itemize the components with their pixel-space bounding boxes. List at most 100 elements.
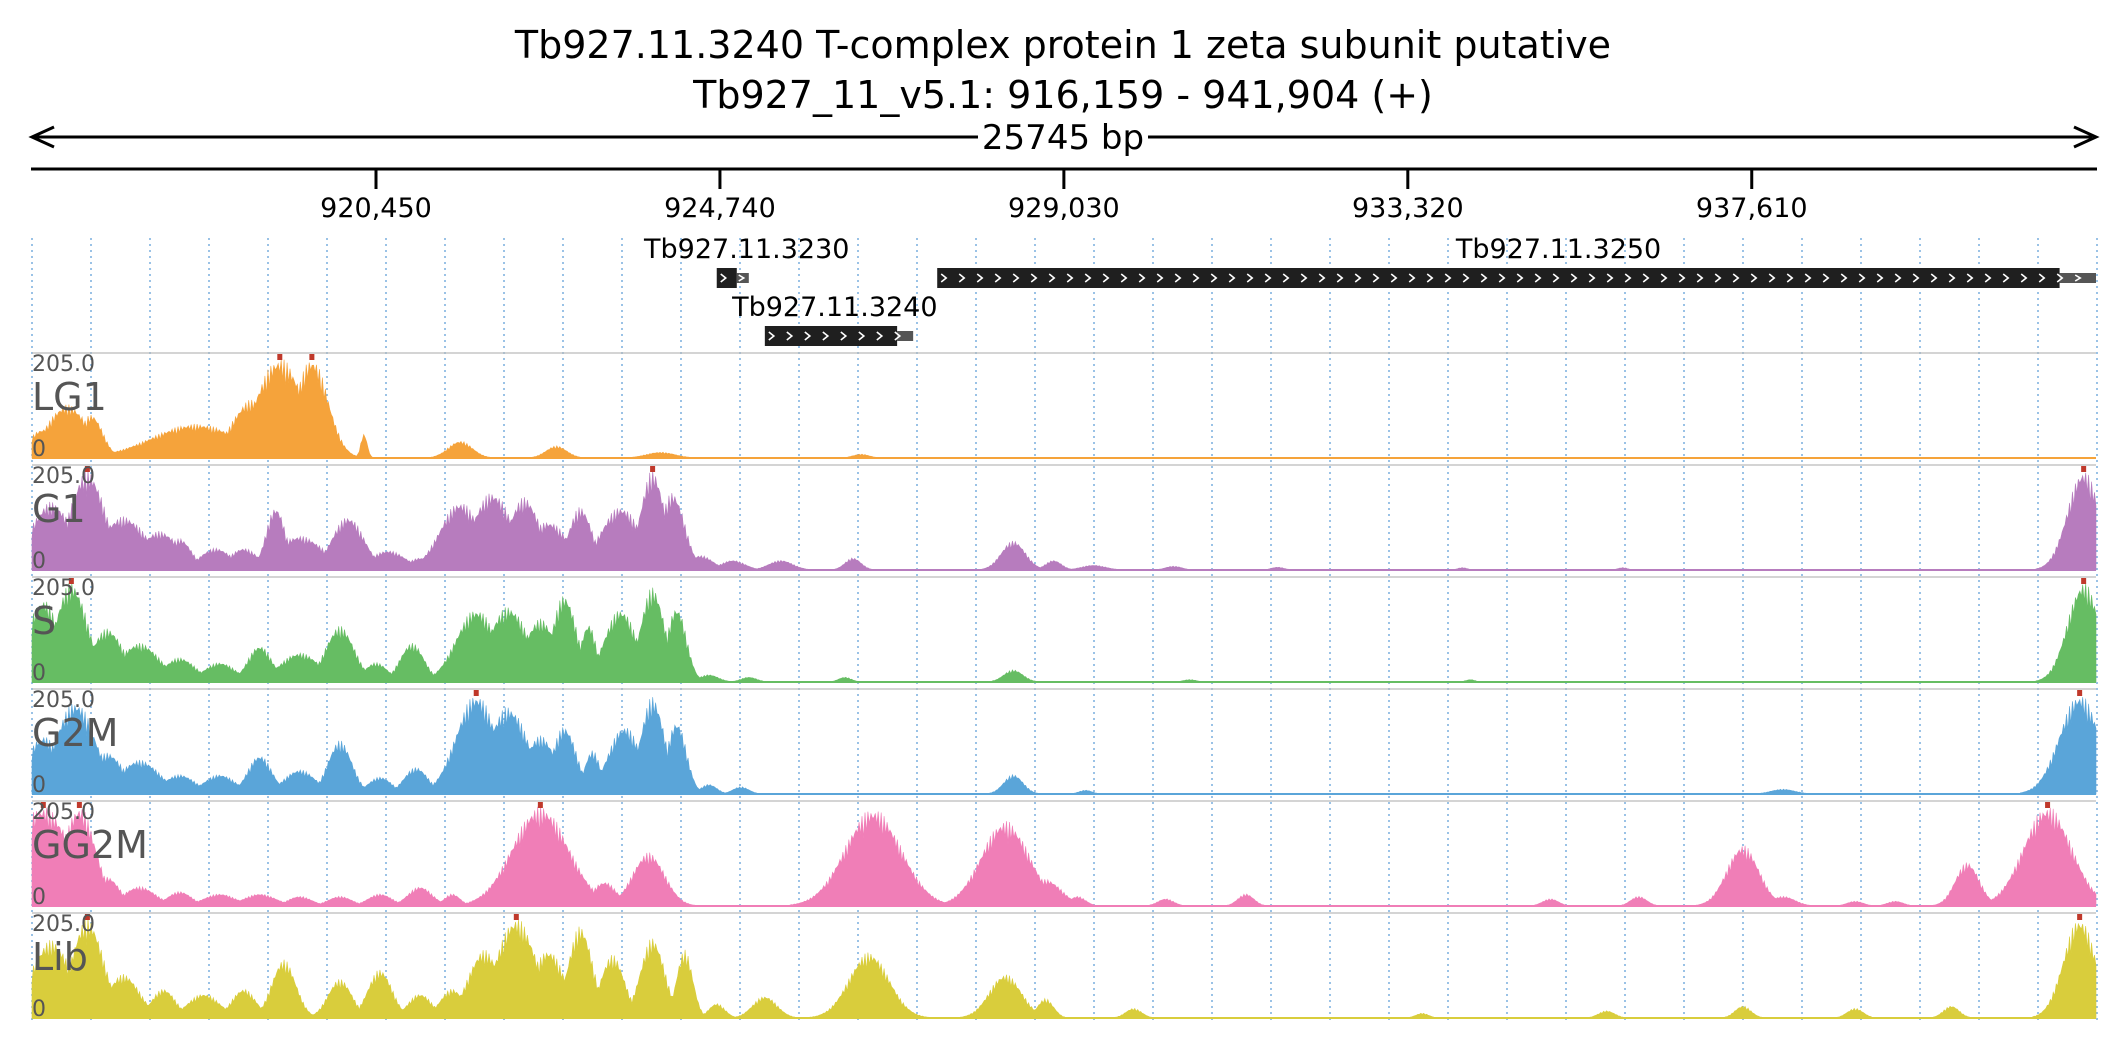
track-min-label: 0 <box>32 437 46 462</box>
strand-chevron <box>1714 273 1722 283</box>
strand-chevron <box>768 331 776 341</box>
clip-marker <box>309 354 315 360</box>
coverage-tracks: 205.00LG1205.00G1205.00S205.00G2M205.00G… <box>31 352 2097 1022</box>
strand-chevron <box>1318 273 1326 283</box>
clip-marker <box>2045 802 2051 808</box>
gene-cds <box>764 326 898 346</box>
strand-chevron <box>1948 273 1956 283</box>
genomic-location: Tb927_11_v5.1: 916,159 - 941,904 (+) <box>692 73 1433 117</box>
strand-chevron <box>1516 273 1524 283</box>
strand-chevron <box>2038 273 2046 283</box>
coverage-area <box>31 918 2097 1019</box>
strand-chevron <box>1966 273 1974 283</box>
coverage-track: 205.0 0 G2M <box>31 688 2097 798</box>
clip-marker <box>650 466 656 472</box>
coverage-area <box>31 359 2096 459</box>
strand-chevron <box>1858 273 1866 283</box>
span-arrow-right-head <box>2073 125 2100 149</box>
strand-chevron <box>1138 273 1146 283</box>
clip-marker <box>84 914 90 920</box>
clip-marker <box>2077 690 2083 696</box>
strand-chevron <box>822 331 830 341</box>
strand-chevron <box>1282 273 1290 283</box>
strand-chevron <box>1534 273 1542 283</box>
strand-chevron <box>1462 273 1470 283</box>
coverage-area <box>31 583 2097 683</box>
strand-chevron <box>1498 273 1506 283</box>
strand-chevron <box>1174 273 1182 283</box>
strand-chevron <box>1552 273 1560 283</box>
gene-model: Tb927.11.3250 <box>937 234 2096 288</box>
gene-model: Tb927.11.3240 <box>731 292 938 346</box>
span-arrow-left-head <box>28 125 55 149</box>
axis-tick-label: 924,740 <box>664 193 776 224</box>
strand-chevron <box>1606 273 1614 283</box>
clip-marker <box>2081 578 2087 584</box>
strand-chevron <box>1156 273 1164 283</box>
strand-chevron <box>1210 273 1218 283</box>
strand-chevron <box>1786 273 1794 283</box>
clip-marker <box>68 578 74 584</box>
strand-chevron <box>1570 273 1578 283</box>
strand-chevron <box>1390 273 1398 283</box>
strand-chevron <box>1228 273 1236 283</box>
track-name-label: S <box>32 599 56 643</box>
strand-chevron <box>804 331 812 341</box>
clip-marker <box>76 802 82 808</box>
track-name-label: LG1 <box>32 375 107 419</box>
strand-chevron <box>2056 273 2064 283</box>
strand-chevron <box>1480 273 1488 283</box>
strand-chevron <box>2002 273 2010 283</box>
coverage-area <box>31 806 2097 907</box>
strand-chevron <box>976 273 984 283</box>
clip-marker <box>2077 914 2083 920</box>
strand-chevron <box>1336 273 1344 283</box>
strand-chevron <box>1930 273 1938 283</box>
clip-marker <box>473 690 479 696</box>
gene-label[interactable]: Tb927.11.3230 <box>643 234 849 265</box>
strand-chevron <box>1660 273 1668 283</box>
strand-chevron <box>1876 273 1884 283</box>
track-name-label: GG2M <box>32 823 148 867</box>
strand-chevron <box>994 273 1002 283</box>
strand-chevron <box>1048 273 1056 283</box>
track-min-label: 0 <box>32 885 46 910</box>
strand-chevron <box>840 331 848 341</box>
track-max-label: 205.0 <box>32 576 95 601</box>
strand-chevron <box>738 274 746 282</box>
gene-cds <box>937 268 2060 288</box>
strand-chevron <box>1192 273 1200 283</box>
track-min-label: 0 <box>32 997 46 1022</box>
coverage-area <box>31 697 2097 795</box>
strand-chevron <box>858 331 866 341</box>
strand-chevron <box>1426 273 1434 283</box>
strand-chevron <box>894 331 902 341</box>
strand-chevron <box>2020 273 2028 283</box>
strand-chevron <box>1408 273 1416 283</box>
coverage-track: 205.0 0 Lib <box>31 912 2097 1022</box>
coverage-track: 205.0 0 LG1 <box>31 352 2096 462</box>
track-min-label: 0 <box>32 549 46 574</box>
track-max-label: 205.0 <box>32 464 95 489</box>
strand-chevron <box>1588 273 1596 283</box>
gene-label[interactable]: Tb927.11.3250 <box>1455 234 1661 265</box>
span-length-label: 25745 bp <box>982 118 1144 158</box>
track-max-label: 205.0 <box>32 800 95 825</box>
strand-chevron <box>1012 273 1020 283</box>
axis-tick-label: 920,450 <box>320 193 432 224</box>
strand-chevron <box>1264 273 1272 283</box>
strand-chevron <box>1750 273 1758 283</box>
strand-chevron <box>1732 273 1740 283</box>
gene-label[interactable]: Tb927.11.3240 <box>731 292 937 323</box>
strand-chevron <box>1372 273 1380 283</box>
strand-chevron <box>1840 273 1848 283</box>
strand-chevron <box>1030 273 1038 283</box>
strand-chevron <box>1246 273 1254 283</box>
strand-chevron <box>876 331 884 341</box>
strand-chevron <box>958 273 966 283</box>
coordinate-axis: 920,450 924,740 929,030 933,320 937,610 <box>31 167 2097 224</box>
plot-title: Tb927.11.3240 T-complex protein 1 zeta s… <box>514 23 1611 67</box>
strand-chevron <box>1354 273 1362 283</box>
coverage-area <box>31 470 2097 571</box>
